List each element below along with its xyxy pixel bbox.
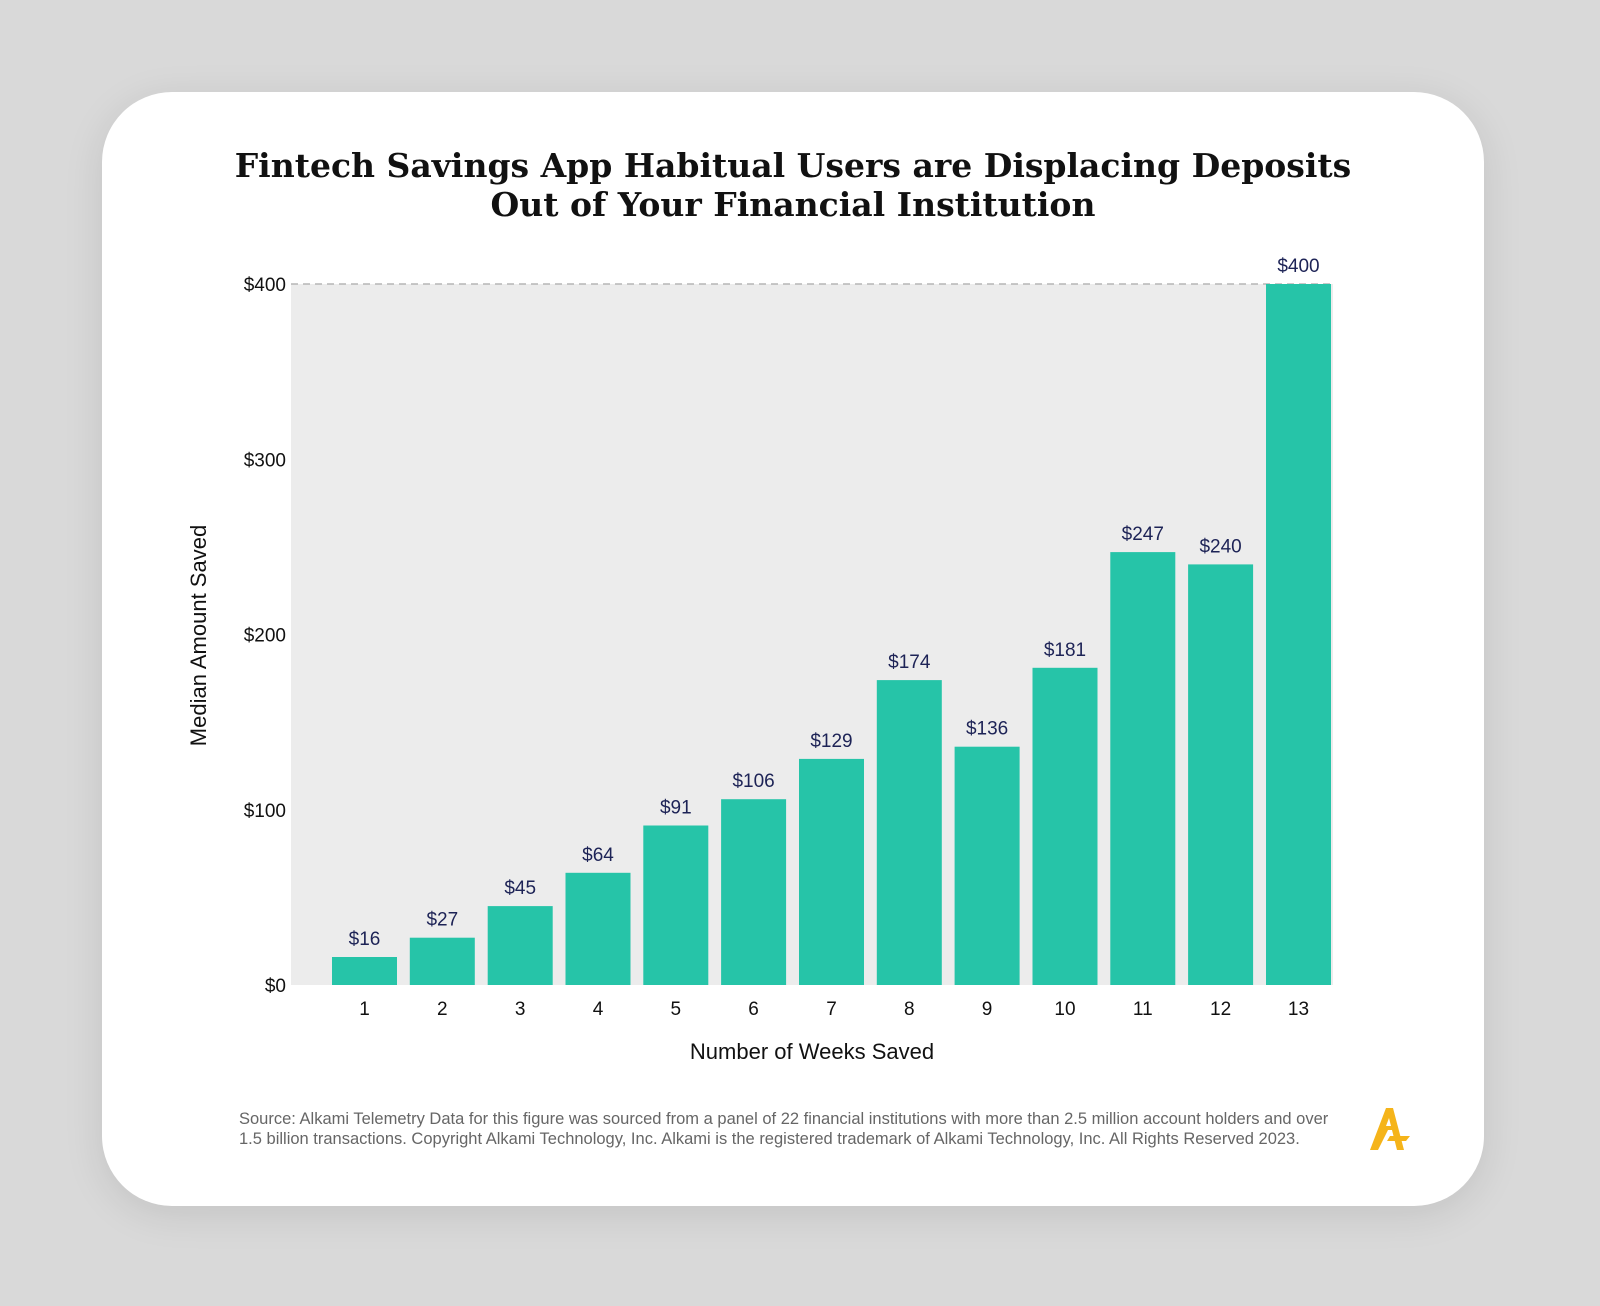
value-label-week-4: $64 [582, 845, 614, 866]
value-label-week-1: $16 [349, 929, 381, 950]
x-tick-label-12: 12 [1210, 999, 1231, 1020]
value-labels-group: $16 $27 $45 $64 $91 $106 $129 $174 $136 $181 $247 $… [349, 256, 1320, 950]
y-tick-label-200: $200 [244, 626, 286, 647]
y-axis-title: Median Amount Saved [186, 525, 211, 746]
x-tick-label-13: 13 [1288, 999, 1309, 1020]
value-label-week-10: $181 [1044, 640, 1086, 661]
y-tick-label-100: $100 [244, 801, 286, 822]
value-label-week-11: $247 [1122, 524, 1164, 545]
bar-week-9 [954, 746, 1020, 985]
x-tick-label-1: 1 [359, 999, 370, 1020]
chart-title: Fintech Savings App Habitual Users are D… [0, 146, 1586, 224]
bar-week-2 [409, 937, 475, 985]
x-axis-title: Number of Weeks Saved [690, 1039, 934, 1064]
bar-week-3 [487, 906, 553, 985]
bar-week-11 [1110, 552, 1176, 985]
bar-week-8 [876, 680, 942, 985]
value-label-week-12: $240 [1199, 536, 1241, 557]
bar-week-6 [721, 799, 787, 985]
value-label-week-13: $400 [1277, 256, 1319, 277]
alkami-logo-icon [1370, 1108, 1410, 1150]
bar-week-10 [1032, 667, 1098, 985]
x-tick-labels-group: 1 2 3 4 5 6 7 8 9 10 11 12 13 [359, 999, 1309, 1020]
chart-title-line-1: Fintech Savings App Habitual Users are D… [234, 146, 1352, 185]
value-label-week-8: $174 [888, 652, 931, 673]
bar-week-4 [565, 872, 631, 985]
y-tick-label-0: $0 [265, 976, 286, 997]
bars-group [332, 284, 1331, 985]
y-tick-label-400: $400 [244, 275, 286, 296]
x-tick-label-4: 4 [593, 999, 604, 1020]
x-tick-label-5: 5 [671, 999, 682, 1020]
x-tick-label-9: 9 [982, 999, 993, 1020]
value-label-week-6: $106 [732, 771, 774, 792]
x-tick-label-3: 3 [515, 999, 526, 1020]
x-tick-label-11: 11 [1133, 999, 1153, 1020]
x-tick-label-2: 2 [437, 999, 448, 1020]
x-tick-label-7: 7 [826, 999, 837, 1020]
bar-week-7 [799, 758, 864, 985]
bar-week-5 [643, 825, 709, 985]
bar-week-12 [1188, 564, 1254, 985]
value-label-week-3: $45 [504, 878, 536, 899]
x-tick-label-10: 10 [1054, 999, 1075, 1020]
y-tick-labels-group: $0 $100 $200 $300 $400 [244, 275, 286, 997]
value-label-week-2: $27 [426, 910, 458, 931]
y-tick-label-300: $300 [244, 450, 286, 471]
bar-week-13 [1266, 284, 1331, 985]
x-tick-label-8: 8 [904, 999, 915, 1020]
x-tick-label-6: 6 [748, 999, 759, 1020]
chart-title-line-2: Out of Your Financial Institution [490, 185, 1096, 224]
value-label-week-5: $91 [660, 798, 692, 819]
value-label-week-9: $136 [966, 719, 1008, 740]
source-note: Source: Alkami Telemetry Data for this f… [239, 1110, 1329, 1148]
bar-week-1 [332, 957, 397, 985]
value-label-week-7: $129 [810, 731, 852, 752]
